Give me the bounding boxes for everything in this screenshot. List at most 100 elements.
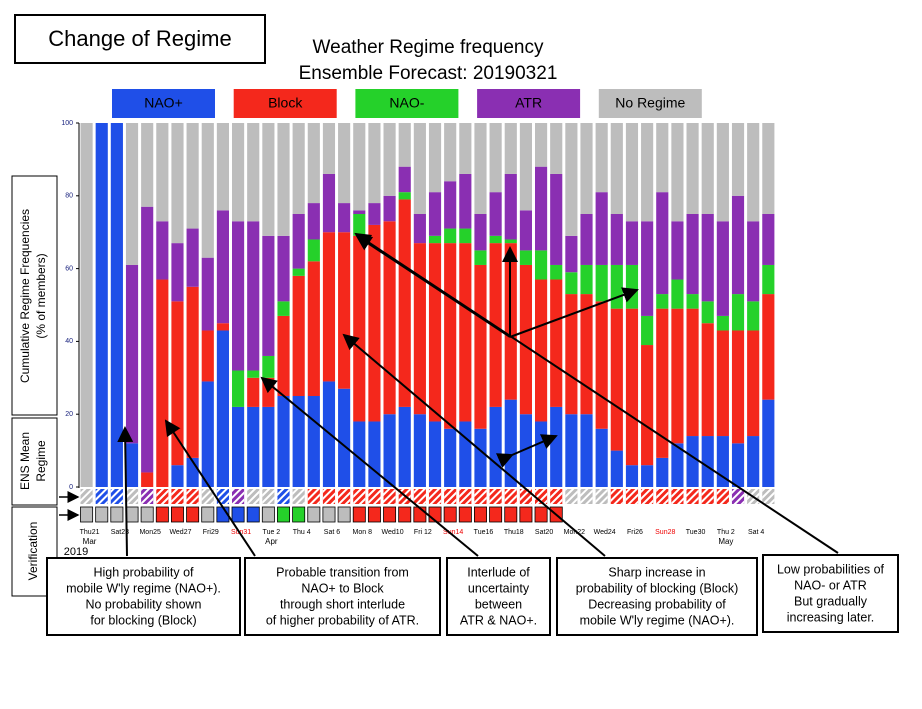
- bar-segment: [444, 228, 457, 244]
- verification-cell: [292, 506, 306, 523]
- bar-segment: [171, 301, 184, 466]
- ens-hatch: [489, 489, 502, 504]
- bar-segment: [474, 123, 487, 214]
- bar-segment: [277, 235, 290, 302]
- bar-segment: [641, 465, 654, 487]
- bar-segment: [413, 214, 426, 244]
- bar-segment: [762, 264, 775, 295]
- verification-cell: [170, 506, 184, 523]
- bar-segment: [444, 123, 457, 182]
- bar-segment: [595, 301, 608, 429]
- bar-segment: [656, 457, 669, 487]
- bar-segment: [216, 330, 229, 487]
- bar-segment: [247, 221, 260, 371]
- bar-segment: [247, 377, 260, 407]
- bar-segment: [550, 123, 563, 174]
- verification-cell: [277, 506, 291, 523]
- ens-hatch: [656, 489, 669, 504]
- bar-segment: [322, 173, 336, 233]
- bar-segment: [595, 264, 608, 302]
- bar-segment: [368, 224, 381, 422]
- legend-label: NAO-: [389, 95, 424, 111]
- annotation-text: Probable transition from: [276, 565, 409, 579]
- bar-segment: [277, 123, 290, 236]
- bar-segment: [398, 406, 411, 487]
- bar-segment: [383, 414, 396, 487]
- bar-segment: [307, 261, 320, 396]
- annotation-text: NAO- or ATR: [794, 578, 867, 592]
- verification-cell: [383, 506, 397, 523]
- x-tick-label: Thu 2: [717, 529, 735, 536]
- bar-segment: [716, 123, 729, 222]
- bar-segment: [459, 173, 472, 229]
- bar-segment: [307, 203, 320, 240]
- arrow: [354, 232, 839, 554]
- x-tick-label: Tue30: [686, 529, 706, 536]
- bar-segment: [504, 123, 517, 174]
- ens-hatch: [474, 489, 487, 504]
- annotation-text: NAO+ to Block: [301, 581, 384, 595]
- bar-segment: [95, 123, 108, 487]
- ens-hatch: [731, 489, 745, 504]
- month-label: Mar: [83, 537, 97, 546]
- x-tick-label: Fri 12: [414, 529, 432, 536]
- x-tick-label: Thu 4: [293, 529, 311, 536]
- bar-segment: [201, 257, 214, 331]
- annotation-text: Sharp increase in: [608, 565, 705, 579]
- bar-segment: [550, 264, 563, 280]
- bar-segment: [747, 436, 760, 487]
- bar-segment: [232, 221, 245, 371]
- ens-hatch: [292, 489, 305, 504]
- ens-hatch: [413, 489, 426, 504]
- bar-segment: [186, 228, 199, 287]
- verification-cell: [155, 506, 169, 523]
- bar-segment: [292, 123, 305, 214]
- bar-segment: [428, 235, 442, 244]
- ens-hatch: [141, 489, 154, 504]
- x-tick-label: Tue 2: [263, 529, 281, 536]
- verification-cell: [443, 506, 457, 523]
- bar-segment: [489, 243, 502, 407]
- badge: Change of Regime: [48, 26, 231, 51]
- bar-segment: [186, 286, 199, 458]
- ens-hatch: [565, 489, 578, 504]
- legend-label: ATR: [515, 95, 542, 111]
- ens-label-box: [11, 417, 58, 506]
- bar-segment: [110, 123, 123, 487]
- bar-segment: [444, 428, 457, 487]
- bar-segment: [383, 221, 396, 415]
- verification-cell: [489, 506, 503, 523]
- x-tick-label: Thu21: [80, 529, 100, 536]
- ens-hatch: [550, 489, 563, 504]
- bar-segment: [413, 243, 426, 415]
- annotation-text: for blocking (Block): [90, 613, 196, 627]
- ens-hatch: [625, 489, 639, 504]
- y-tick-label: 0: [69, 484, 73, 491]
- ens-hatch: [701, 489, 714, 504]
- bar-segment: [262, 406, 275, 487]
- bar-segment: [262, 355, 275, 378]
- bar-segment: [353, 235, 366, 422]
- x-tick-label: Sun14: [443, 529, 463, 536]
- bar-segment: [444, 181, 457, 229]
- bar-segment: [701, 123, 714, 214]
- bar-segment: [747, 301, 760, 331]
- bar-segment: [383, 195, 396, 222]
- bar-segment: [580, 264, 593, 295]
- ylabel-box: [11, 175, 58, 416]
- bar-segment: [731, 294, 745, 331]
- bar-segment: [353, 123, 366, 211]
- bar-segment: [610, 123, 623, 214]
- bar-segment: [201, 381, 214, 487]
- verification-cell: [398, 506, 412, 523]
- bar-segment: [125, 123, 139, 265]
- verification-cell: [140, 506, 154, 523]
- y-axis-label: Cumulative Regime Frequencies: [18, 209, 32, 383]
- bar-segment: [656, 123, 669, 193]
- bar-segment: [353, 210, 366, 214]
- bar-segment: [701, 323, 714, 437]
- verification-cell: [186, 506, 200, 523]
- annotation-text: through short interlude: [280, 597, 405, 611]
- bar-segment: [747, 221, 760, 302]
- bar-segment: [232, 406, 245, 487]
